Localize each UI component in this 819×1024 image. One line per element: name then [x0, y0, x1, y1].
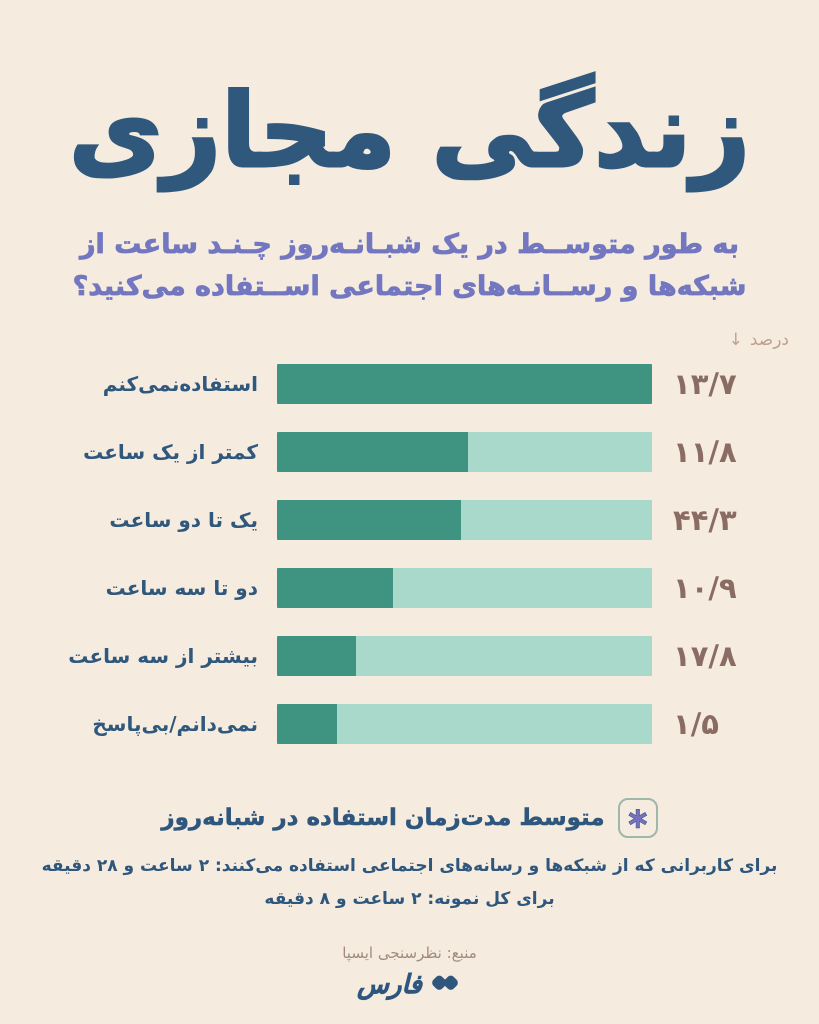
value-label: ۱۷/۸ [673, 639, 737, 673]
bar-fill [277, 364, 652, 404]
category-label: بیشتر از سه ساعت [68, 643, 258, 668]
chart-row: دو تا سه ساعت ۱۰/۹ [0, 568, 819, 608]
bar-track [277, 500, 652, 540]
bar-track [277, 568, 652, 608]
chart-row: یک تا دو ساعت ۴۴/۳ [0, 500, 819, 540]
chart-row: استفاده‌نمی‌کنم ۱۳/۷ [0, 364, 819, 404]
footnote-sample-average: برای کل نمونه: ۲ ساعت و ۸ دقیقه [264, 889, 555, 909]
fars-logo: فارس [0, 972, 819, 998]
bar-track [277, 636, 652, 676]
footnote: ∗ متوسط مدت‌زمان استفاده در شبانه‌روز بر… [0, 798, 819, 909]
category-label: نمی‌دانم/بی‌پاسخ [92, 711, 258, 736]
percent-axis-label: درصد [749, 330, 789, 350]
bar-fill [277, 568, 394, 608]
fars-logomark-icon [430, 972, 462, 998]
survey-question-line-2: شبکه‌ها و رســانـه‌های اجتماعی اســتفاده… [72, 270, 747, 302]
footnote-heading: متوسط مدت‌زمان استفاده در شبانه‌روز [161, 805, 605, 832]
percent-axis-header: ↓ درصد [729, 330, 789, 350]
category-label: استفاده‌نمی‌کنم [102, 371, 258, 396]
bar-chart: استفاده‌نمی‌کنم ۱۳/۷ کمتر از یک ساعت ۱۱/۸ یک… [0, 364, 819, 772]
bar-fill [277, 500, 461, 540]
asterisk-badge-icon: ∗ [617, 798, 658, 838]
bar-track [277, 364, 652, 404]
chart-row: بیشتر از سه ساعت ۱۷/۸ [0, 636, 819, 676]
bar-track [277, 704, 652, 744]
chart-row: کمتر از یک ساعت ۱۱/۸ [0, 432, 819, 472]
category-label: کمتر از یک ساعت [83, 439, 258, 464]
value-label: ۴۴/۳ [673, 503, 737, 537]
value-label: ۱۱/۸ [673, 435, 737, 469]
bar-fill [277, 432, 469, 472]
footnote-users-average: برای کاربرانی که از شبکه‌ها و رسانه‌های … [41, 856, 778, 876]
arrow-down-icon: ↓ [728, 330, 743, 350]
fars-logo-text: فارس [357, 970, 422, 1000]
bar-fill [277, 704, 337, 744]
source-credit: منبع: نظرسنجی ایسپا [342, 944, 477, 962]
category-label: دو تا سه ساعت [105, 575, 258, 600]
bar-fill [277, 636, 356, 676]
survey-question: به طور متوســط در یک شبـانـه‌روز چـنـد س… [0, 224, 819, 308]
chart-row: نمی‌دانم/بی‌پاسخ ۱/۵ [0, 704, 819, 744]
bar-track [277, 432, 652, 472]
category-label: یک تا دو ساعت [109, 507, 258, 532]
asterisk-glyph: ∗ [625, 801, 651, 836]
footnote-heading-row: ∗ متوسط مدت‌زمان استفاده در شبانه‌روز [0, 798, 819, 838]
value-label: ۱۰/۹ [673, 571, 737, 605]
value-label: ۱/۵ [673, 707, 719, 741]
value-label: ۱۳/۷ [673, 367, 737, 401]
page-title: زندگی مجازی [67, 71, 753, 193]
survey-question-line-1: به طور متوســط در یک شبـانـه‌روز چـنـد س… [80, 229, 740, 261]
